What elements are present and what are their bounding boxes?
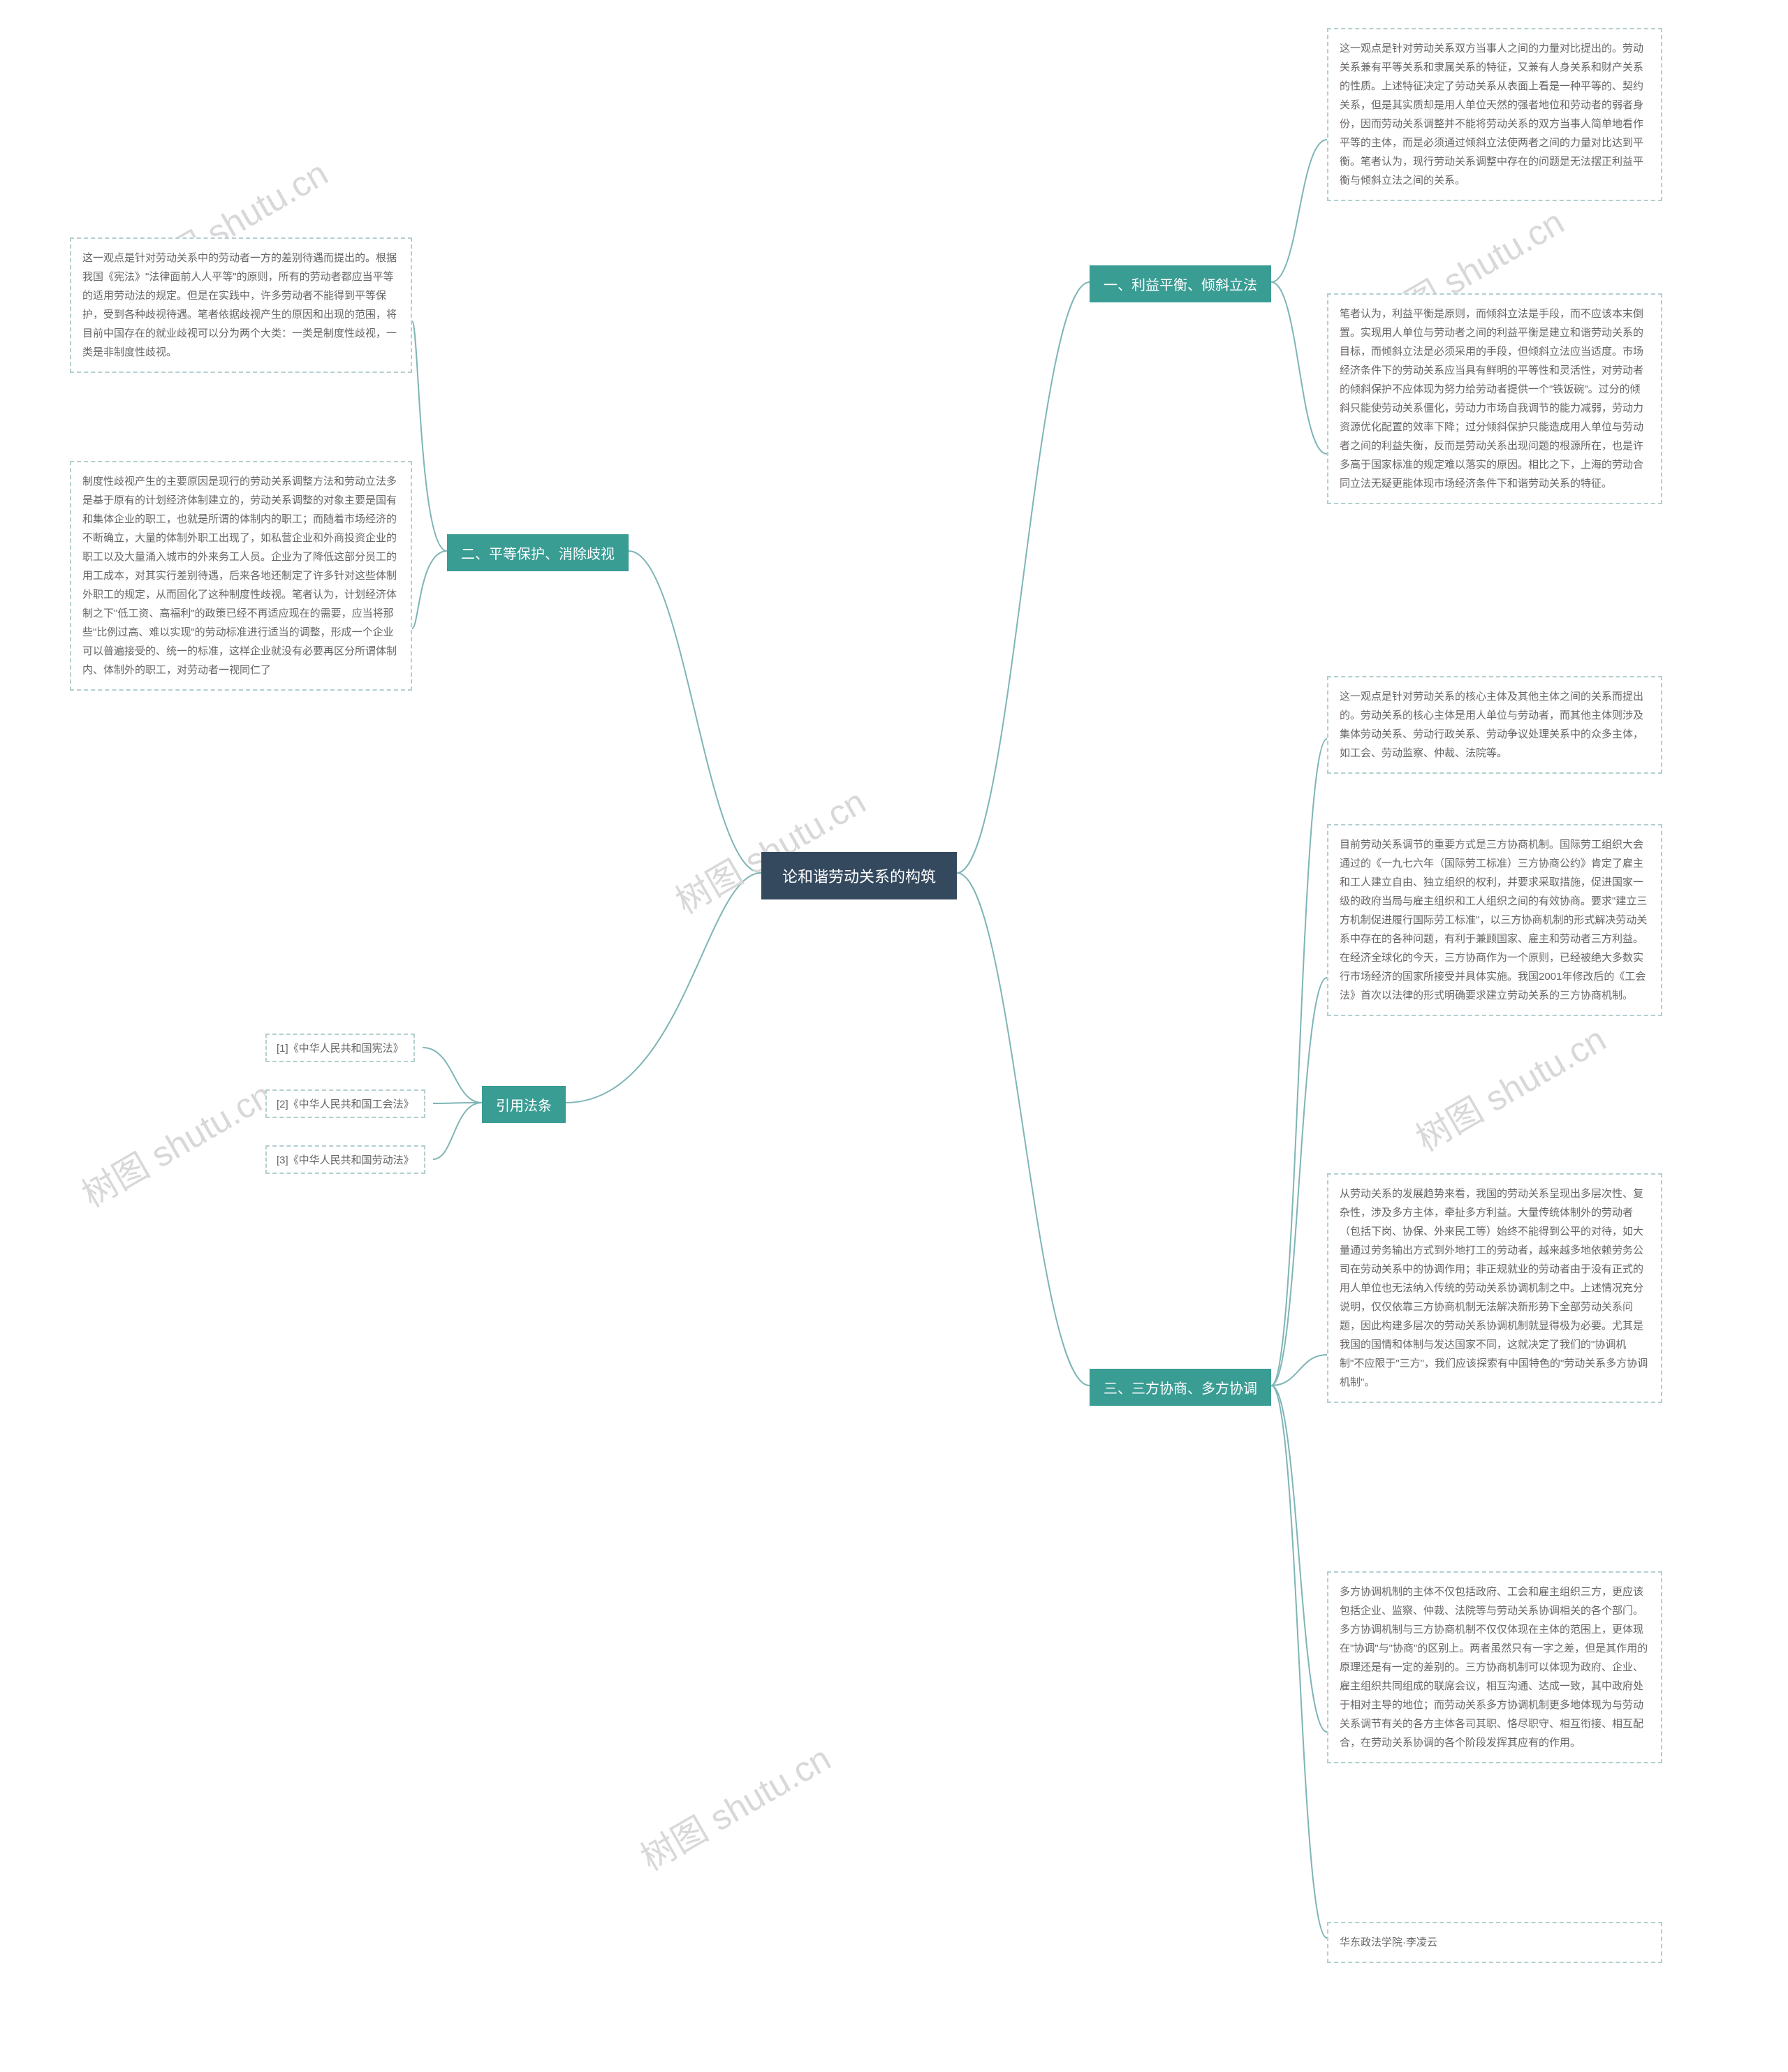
law-item-0: [1]《中华人民共和国宪法》 <box>265 1034 415 1062</box>
watermark: 树图 shutu.cn <box>71 1068 279 1217</box>
watermark: 树图 shutu.cn <box>665 774 873 924</box>
center-node: 论和谐劳动关系的构筑 <box>761 852 957 899</box>
branch-one-detail-1: 笔者认为，利益平衡是原则，而倾斜立法是手段，而不应该本末倒置。实现用人单位与劳动… <box>1327 293 1662 504</box>
branch-two: 二、平等保护、消除歧视 <box>447 534 629 571</box>
branch-two-detail-1: 制度性歧视产生的主要原因是现行的劳动关系调整方法和劳动立法多是基于原有的计划经济… <box>70 461 412 691</box>
branch-three-detail-1: 目前劳动关系调节的重要方式是三方协商机制。国际劳工组织大会通过的《一九七六年（国… <box>1327 824 1662 1016</box>
branch-three: 三、三方协商、多方协调 <box>1090 1369 1271 1406</box>
branch-one: 一、利益平衡、倾斜立法 <box>1090 265 1271 302</box>
branch-three-detail-4: 华东政法学院·李凌云 <box>1327 1922 1662 1963</box>
watermark: 树图 shutu.cn <box>1405 1012 1613 1161</box>
branch-three-detail-2: 从劳动关系的发展趋势来看，我国的劳动关系呈现出多层次性、复杂性，涉及多方主体，牵… <box>1327 1173 1662 1403</box>
law-item-2: [3]《中华人民共和国劳动法》 <box>265 1145 425 1174</box>
branch-one-detail-0: 这一观点是针对劳动关系双方当事人之间的力量对比提出的。劳动关系兼有平等关系和隶属… <box>1327 28 1662 201</box>
branch-two-detail-0: 这一观点是针对劳动关系中的劳动者一方的差别待遇而提出的。根据我国《宪法》"法律面… <box>70 237 412 373</box>
branch-three-detail-0: 这一观点是针对劳动关系的核心主体及其他主体之间的关系而提出的。劳动关系的核心主体… <box>1327 676 1662 774</box>
law-item-1: [2]《中华人民共和国工会法》 <box>265 1089 425 1118</box>
watermark: 树图 shutu.cn <box>630 1731 838 1881</box>
branch-laws: 引用法条 <box>482 1086 566 1123</box>
branch-three-detail-3: 多方协调机制的主体不仅包括政府、工会和雇主组织三方，更应该包括企业、监察、仲裁、… <box>1327 1571 1662 1763</box>
